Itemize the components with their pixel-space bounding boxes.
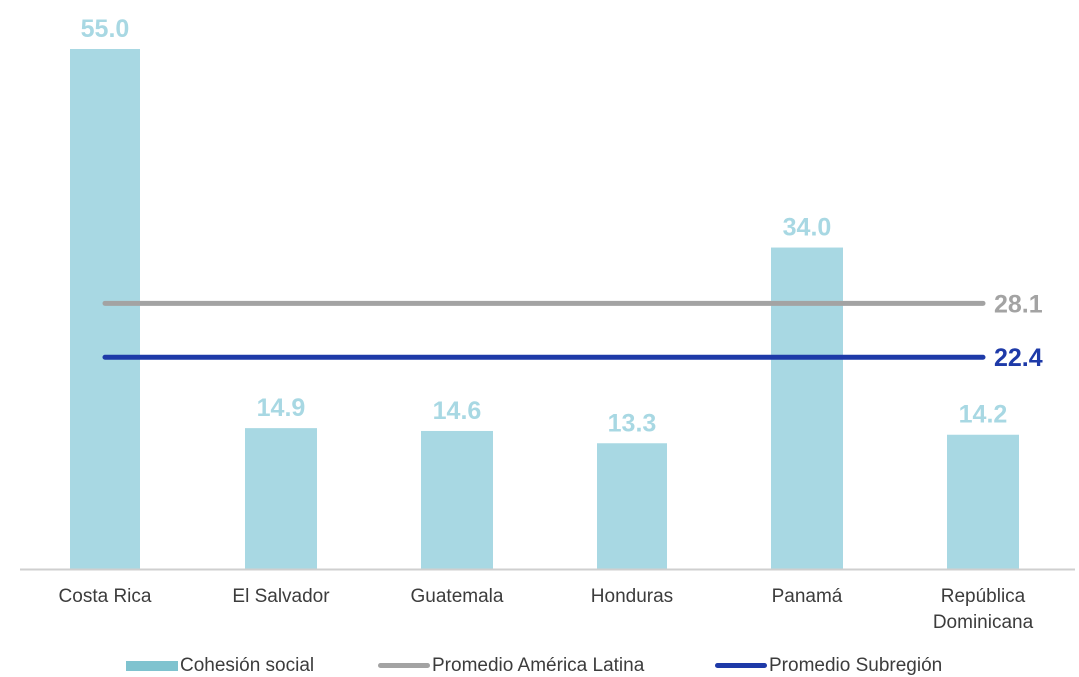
bar-4: [771, 247, 843, 569]
legend-swatch-cohesion-social: [126, 660, 178, 671]
x-tick-label-3: Honduras: [591, 586, 673, 607]
legend-label-promedio-america-latina: Promedio América Latina: [432, 654, 645, 676]
bar-1: [245, 428, 317, 569]
x-tick-label-0: Costa Rica: [59, 586, 152, 607]
x-tick-label-2: Guatemala: [411, 586, 504, 607]
legend-item-cohesion-social: Cohesión social: [126, 654, 314, 677]
x-tick-label-5-line-1: Dominicana: [933, 612, 1034, 633]
bar-2: [421, 430, 493, 569]
bar-value-label-5: 14.2: [959, 401, 1008, 429]
bar-5: [947, 434, 1019, 569]
bar-0: [70, 49, 140, 569]
average-line-label-1: 22.4: [994, 344, 1043, 372]
x-tick-label-4: Panamá: [772, 586, 843, 607]
bar-value-label-1: 14.9: [257, 394, 306, 422]
legend-item-promedio-subregion: Promedio Subregión: [715, 654, 942, 677]
x-tick-label-1: El Salvador: [232, 586, 330, 607]
legend-label-promedio-subregion: Promedio Subregión: [769, 654, 943, 676]
bar-value-label-0: 55.0: [81, 15, 130, 43]
bar-value-label-2: 14.6: [433, 397, 482, 425]
bar-value-label-3: 13.3: [608, 409, 657, 437]
chart-legend: Cohesión social Promedio América Latina …: [0, 654, 1079, 677]
bar-3: [597, 443, 667, 569]
legend-swatch-promedio-america-latina: [378, 663, 430, 668]
bar-value-label-4: 34.0: [783, 214, 832, 242]
bar-chart: 28.1 22.4 55.0 14.9 14.6 13.3 34.0 14.2 Costa Ri…: [20, 15, 1075, 633]
average-line-label-0: 28.1: [994, 290, 1043, 318]
x-tick-label-5-line-0: República: [941, 586, 1026, 607]
legend-item-promedio-america-latina: Promedio América Latina: [378, 654, 644, 677]
legend-label-cohesion-social: Cohesión social: [180, 654, 315, 676]
legend-swatch-promedio-subregion: [715, 663, 767, 668]
